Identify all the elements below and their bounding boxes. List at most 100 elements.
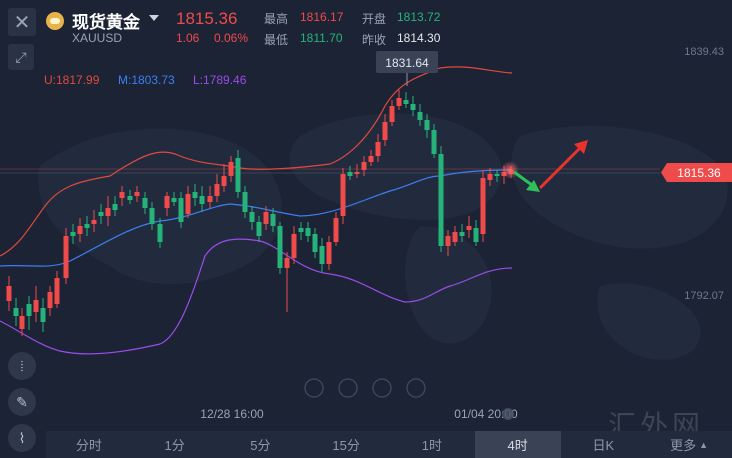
- high-marker: 1831.64: [376, 51, 438, 86]
- scroll-right-button[interactable]: [372, 378, 392, 398]
- candle: [277, 222, 283, 274]
- tab-4hour[interactable]: 4时: [474, 431, 561, 458]
- candle: [494, 170, 500, 182]
- candle: [403, 92, 409, 108]
- tab-more-label: 更多: [670, 438, 697, 453]
- draw-tool-button[interactable]: ✎: [8, 388, 36, 416]
- candlesticks: [6, 90, 514, 336]
- tab-daily[interactable]: 日K: [592, 438, 615, 453]
- candle: [410, 96, 416, 116]
- candle: [149, 202, 155, 230]
- fullscreen-button[interactable]: ⤢: [8, 44, 34, 70]
- timeframe-tabs: 分时 1分 5分 15分 1时 4时 日K 更多 ▲: [46, 431, 732, 458]
- current-price-tag: 1815.36: [661, 163, 732, 182]
- candle-body: [157, 224, 163, 242]
- candle-body: [249, 212, 255, 222]
- candle-body: [47, 292, 53, 308]
- candle-body: [142, 198, 148, 208]
- candle-body: [284, 258, 290, 268]
- tab-1min[interactable]: 1分: [164, 438, 185, 453]
- candle: [326, 236, 332, 270]
- candle-body: [77, 226, 83, 234]
- candle-body: [26, 304, 32, 316]
- candle-body: [438, 154, 444, 246]
- candle: [459, 224, 465, 242]
- candle: [6, 276, 12, 311]
- y-tick-top: 1839.43: [684, 46, 724, 58]
- candle-body: [214, 184, 220, 196]
- tab-more[interactable]: 更多 ▲: [646, 431, 732, 458]
- world-map-backdrop: [38, 113, 728, 360]
- candle: [164, 192, 170, 216]
- candle-body: [256, 222, 262, 236]
- candle: [487, 168, 493, 186]
- tab-5min[interactable]: 5分: [250, 438, 271, 453]
- candle: [33, 286, 39, 322]
- candle-body: [207, 196, 213, 202]
- zoom-in-button[interactable]: [406, 378, 426, 398]
- candle: [178, 192, 184, 228]
- chart-type-button[interactable]: ⌇: [8, 424, 36, 452]
- candle: [199, 186, 205, 212]
- crosshair-dot[interactable]: [502, 408, 514, 420]
- price-chart[interactable]: 1831.64 U:1817.99 M:1803.73 L:1789.46 18…: [0, 46, 732, 431]
- candle-body: [134, 192, 140, 196]
- candle-body: [382, 122, 388, 140]
- candle-body: [410, 104, 416, 110]
- candle-body: [40, 308, 46, 322]
- up-arrow-icon: [574, 140, 588, 154]
- low-label: 最低: [264, 33, 289, 47]
- candle-body: [354, 172, 360, 174]
- open-label: 开盘: [362, 12, 387, 26]
- x-tick-1: 12/28 16:00: [200, 407, 264, 421]
- chevron-down-icon[interactable]: [149, 15, 159, 21]
- boll-lower-line: [0, 238, 513, 355]
- candle: [333, 212, 339, 246]
- scroll-left-button[interactable]: [338, 378, 358, 398]
- expand-icon: ⤢: [15, 48, 27, 65]
- indicator-tool-button[interactable]: ⦙: [8, 352, 36, 380]
- candle-body: [445, 236, 451, 246]
- candle-body: [305, 228, 311, 236]
- close-button[interactable]: ✕: [8, 8, 36, 36]
- candle-body: [185, 194, 191, 214]
- last-price: 1815.36: [176, 9, 238, 28]
- candle-body: [91, 220, 97, 224]
- candle-body: [263, 212, 269, 224]
- candle-body: [487, 174, 493, 180]
- candle-body: [326, 242, 332, 264]
- candle-body: [171, 198, 177, 202]
- candle: [354, 164, 360, 178]
- candle: [480, 170, 486, 242]
- tab-timeshare[interactable]: 分时: [75, 438, 102, 453]
- candle: [305, 222, 311, 242]
- zoom-out-button[interactable]: [304, 378, 324, 398]
- candle-body: [164, 196, 170, 208]
- candle-body: [298, 228, 304, 232]
- candle: [396, 90, 402, 110]
- instrument-title[interactable]: 现货黄金: [72, 13, 140, 32]
- candle-body: [221, 176, 227, 186]
- zoom-controls: [304, 378, 426, 398]
- candle: [452, 226, 458, 246]
- tab-15min[interactable]: 15分: [332, 438, 360, 453]
- candle: [389, 100, 395, 126]
- candle-body: [235, 158, 241, 192]
- candle: [63, 228, 69, 284]
- candle: [214, 174, 220, 202]
- gold-coin-icon: [46, 12, 64, 30]
- candle: [185, 186, 191, 218]
- boll-middle-label: M:1803.73: [118, 73, 175, 87]
- candle: [382, 114, 388, 146]
- price-change-percent: 0.06%: [214, 31, 249, 45]
- candle-body: [396, 98, 402, 106]
- candle: [319, 238, 325, 272]
- candle-body: [319, 246, 325, 264]
- prev-close-value: 1814.30: [397, 31, 441, 45]
- candle-body: [368, 156, 374, 162]
- candle: [424, 114, 430, 138]
- open-value: 1813.72: [397, 10, 441, 24]
- tab-1hour[interactable]: 1时: [421, 438, 442, 453]
- candle: [84, 216, 90, 236]
- candle: [134, 186, 140, 202]
